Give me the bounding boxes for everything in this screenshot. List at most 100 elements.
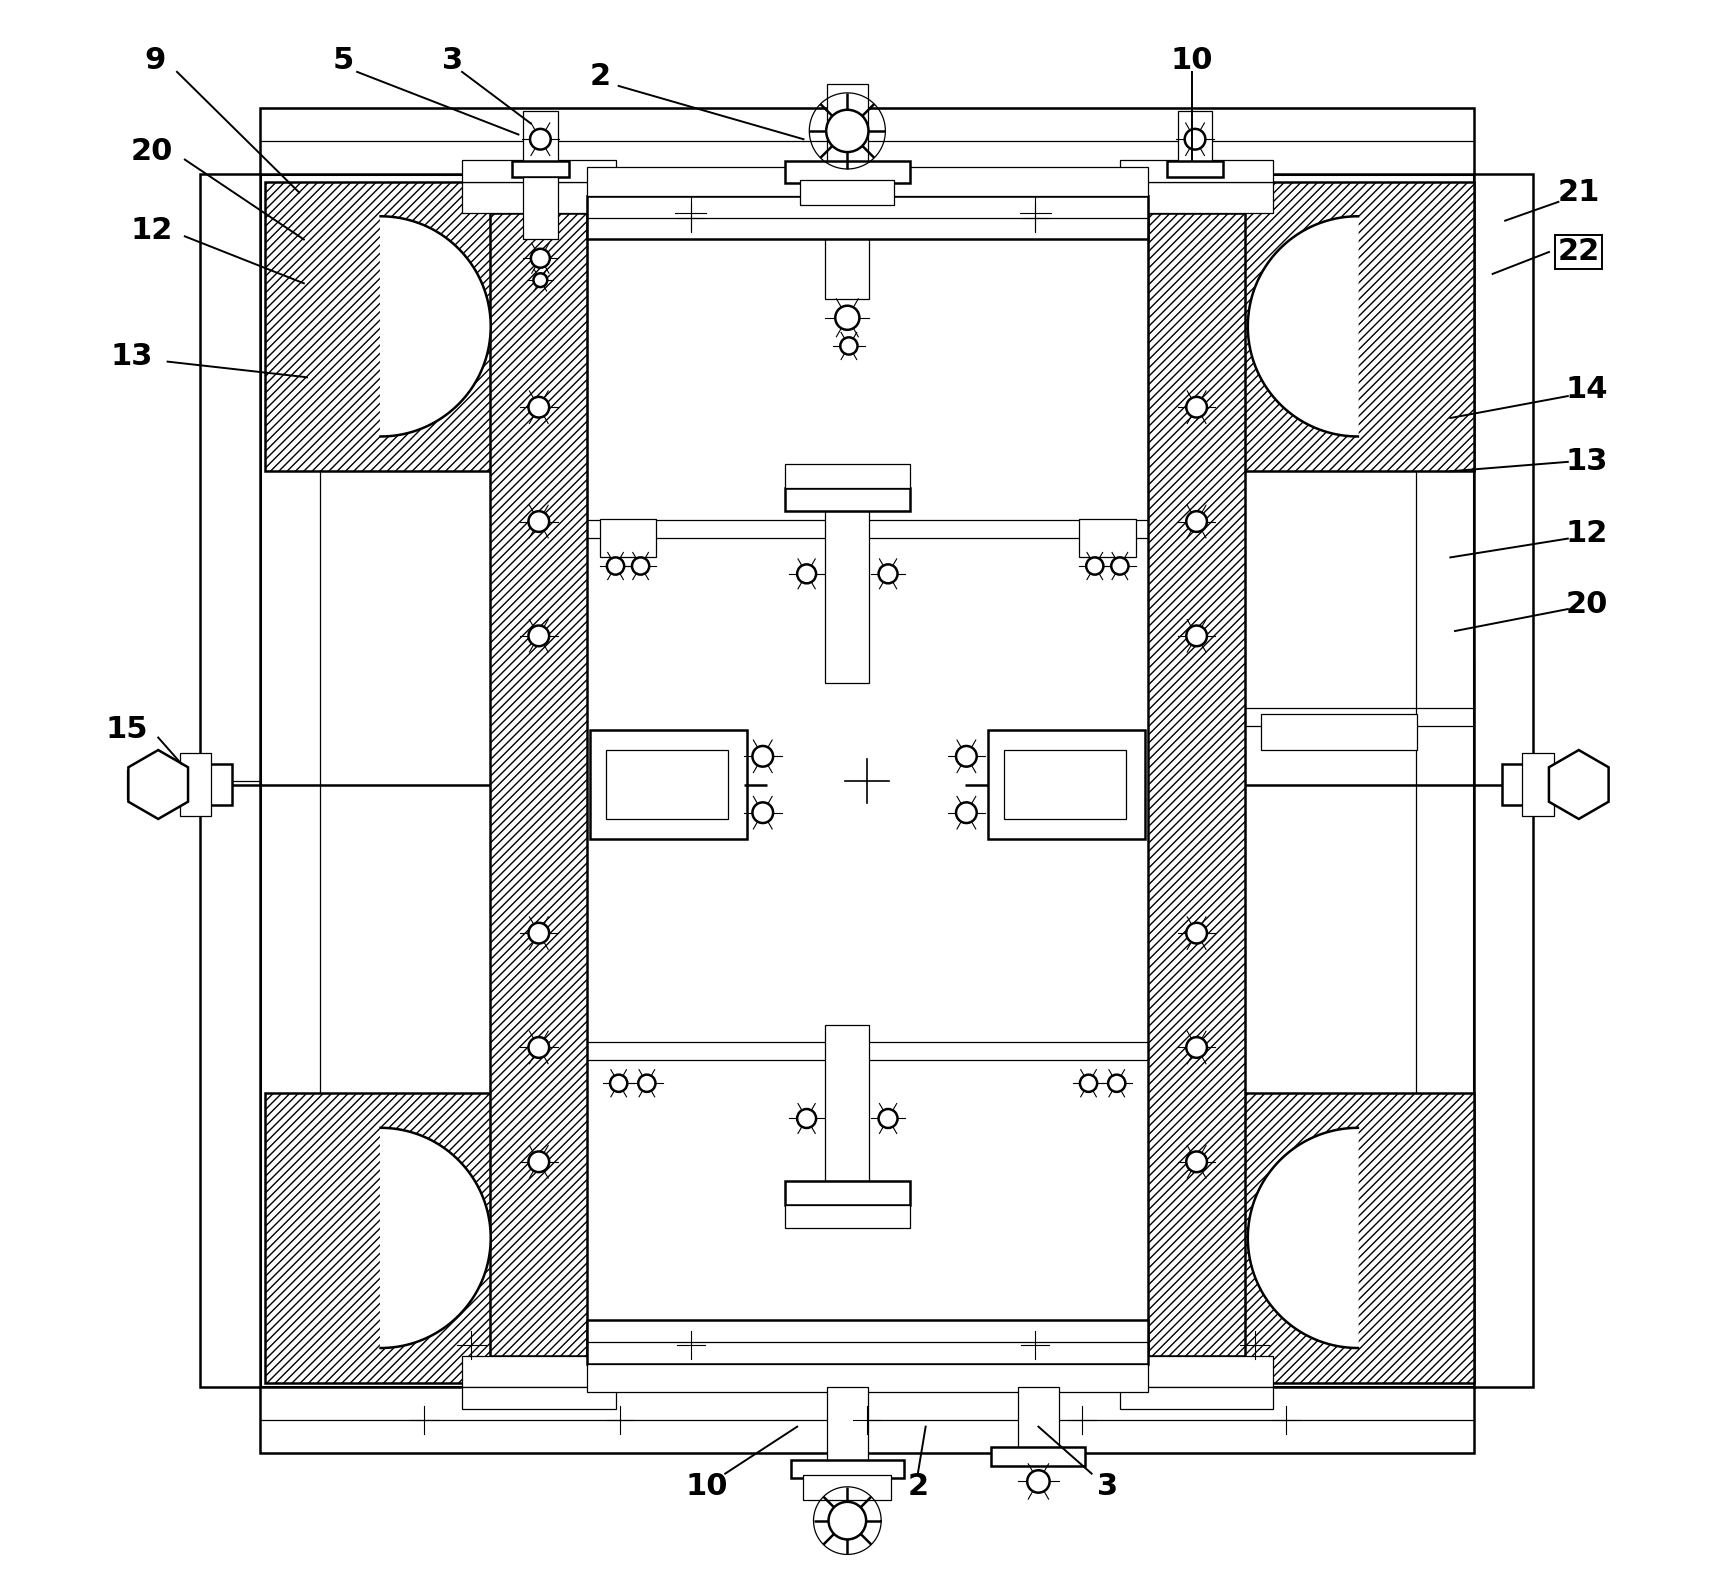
Circle shape (1184, 129, 1205, 149)
Bar (264, 1094, 497, 1382)
Circle shape (1186, 626, 1206, 646)
Circle shape (797, 1109, 816, 1128)
Bar (601, 519, 656, 557)
Text: 10: 10 (685, 1472, 728, 1500)
Circle shape (639, 1075, 656, 1092)
Circle shape (1186, 1152, 1206, 1172)
Bar (587, 1363, 1148, 1392)
Bar (785, 1205, 910, 1229)
Circle shape (528, 626, 549, 646)
Bar (1177, 111, 1212, 171)
Text: 9: 9 (145, 47, 166, 75)
Bar (1243, 1094, 1474, 1382)
Circle shape (528, 1037, 549, 1058)
Circle shape (753, 745, 773, 767)
Bar (825, 511, 870, 684)
Bar (785, 488, 910, 511)
Circle shape (533, 273, 547, 287)
Bar (991, 1447, 1086, 1465)
Circle shape (1086, 557, 1103, 574)
Bar (513, 162, 568, 177)
Circle shape (956, 802, 977, 824)
Circle shape (1112, 557, 1129, 574)
Circle shape (827, 110, 868, 152)
Circle shape (797, 565, 816, 584)
Polygon shape (381, 217, 490, 436)
Bar (261, 108, 1474, 174)
Circle shape (1186, 397, 1206, 417)
Bar (523, 177, 557, 240)
Bar (1474, 174, 1533, 1387)
Text: 12: 12 (1565, 519, 1609, 549)
Bar (587, 1320, 1148, 1363)
Text: 12: 12 (131, 215, 173, 245)
Bar (989, 730, 1144, 839)
Bar (825, 1025, 870, 1181)
Circle shape (1186, 511, 1206, 532)
Bar (590, 730, 747, 839)
Circle shape (1080, 1075, 1098, 1092)
Circle shape (528, 1152, 549, 1172)
Bar (827, 85, 868, 166)
Text: 13: 13 (1565, 447, 1609, 477)
Text: 13: 13 (110, 342, 154, 372)
Bar (1120, 1387, 1274, 1409)
Text: 15: 15 (105, 715, 148, 744)
Bar (804, 1475, 891, 1500)
Circle shape (956, 745, 977, 767)
Bar (1120, 160, 1274, 182)
Circle shape (1027, 1470, 1049, 1492)
Text: 3: 3 (1096, 1472, 1118, 1500)
Circle shape (1108, 1075, 1125, 1092)
Bar (200, 174, 261, 1387)
Bar (827, 1387, 868, 1469)
Bar (1148, 213, 1244, 1356)
Circle shape (609, 1075, 627, 1092)
Bar (1120, 182, 1274, 213)
Text: 20: 20 (1565, 590, 1609, 618)
Text: 22: 22 (1557, 237, 1600, 267)
Bar (169, 764, 231, 805)
Text: 2: 2 (908, 1472, 929, 1500)
Text: 20: 20 (131, 137, 173, 166)
Polygon shape (128, 750, 188, 819)
Bar (463, 1356, 616, 1387)
Bar (523, 111, 557, 171)
Bar (1502, 764, 1565, 805)
Text: 2: 2 (589, 63, 611, 91)
Bar (785, 464, 910, 488)
Bar (785, 1181, 910, 1205)
Bar (801, 180, 894, 206)
Circle shape (530, 129, 551, 149)
Bar (606, 750, 728, 819)
Bar (1572, 770, 1607, 799)
Bar (261, 174, 1474, 1387)
Circle shape (841, 337, 858, 355)
Bar (1005, 750, 1125, 819)
Bar (587, 168, 1148, 196)
Bar (463, 182, 616, 213)
Bar (825, 182, 870, 300)
Bar (785, 162, 910, 184)
Circle shape (879, 1109, 898, 1128)
Circle shape (835, 306, 860, 329)
Bar (1079, 519, 1136, 557)
Text: 3: 3 (442, 47, 463, 75)
Bar (261, 1387, 1474, 1453)
Circle shape (879, 565, 898, 584)
Bar (180, 753, 212, 816)
Circle shape (532, 249, 551, 268)
Bar (128, 770, 161, 799)
Bar (587, 196, 1148, 240)
Polygon shape (1548, 750, 1609, 819)
Text: 5: 5 (333, 47, 354, 75)
Circle shape (528, 923, 549, 943)
Bar (463, 1387, 616, 1409)
Circle shape (528, 397, 549, 417)
Polygon shape (1248, 217, 1358, 436)
Bar (1120, 1356, 1274, 1387)
Bar (1243, 182, 1474, 471)
Text: 14: 14 (1565, 375, 1609, 405)
Polygon shape (381, 1128, 490, 1348)
Circle shape (608, 557, 625, 574)
